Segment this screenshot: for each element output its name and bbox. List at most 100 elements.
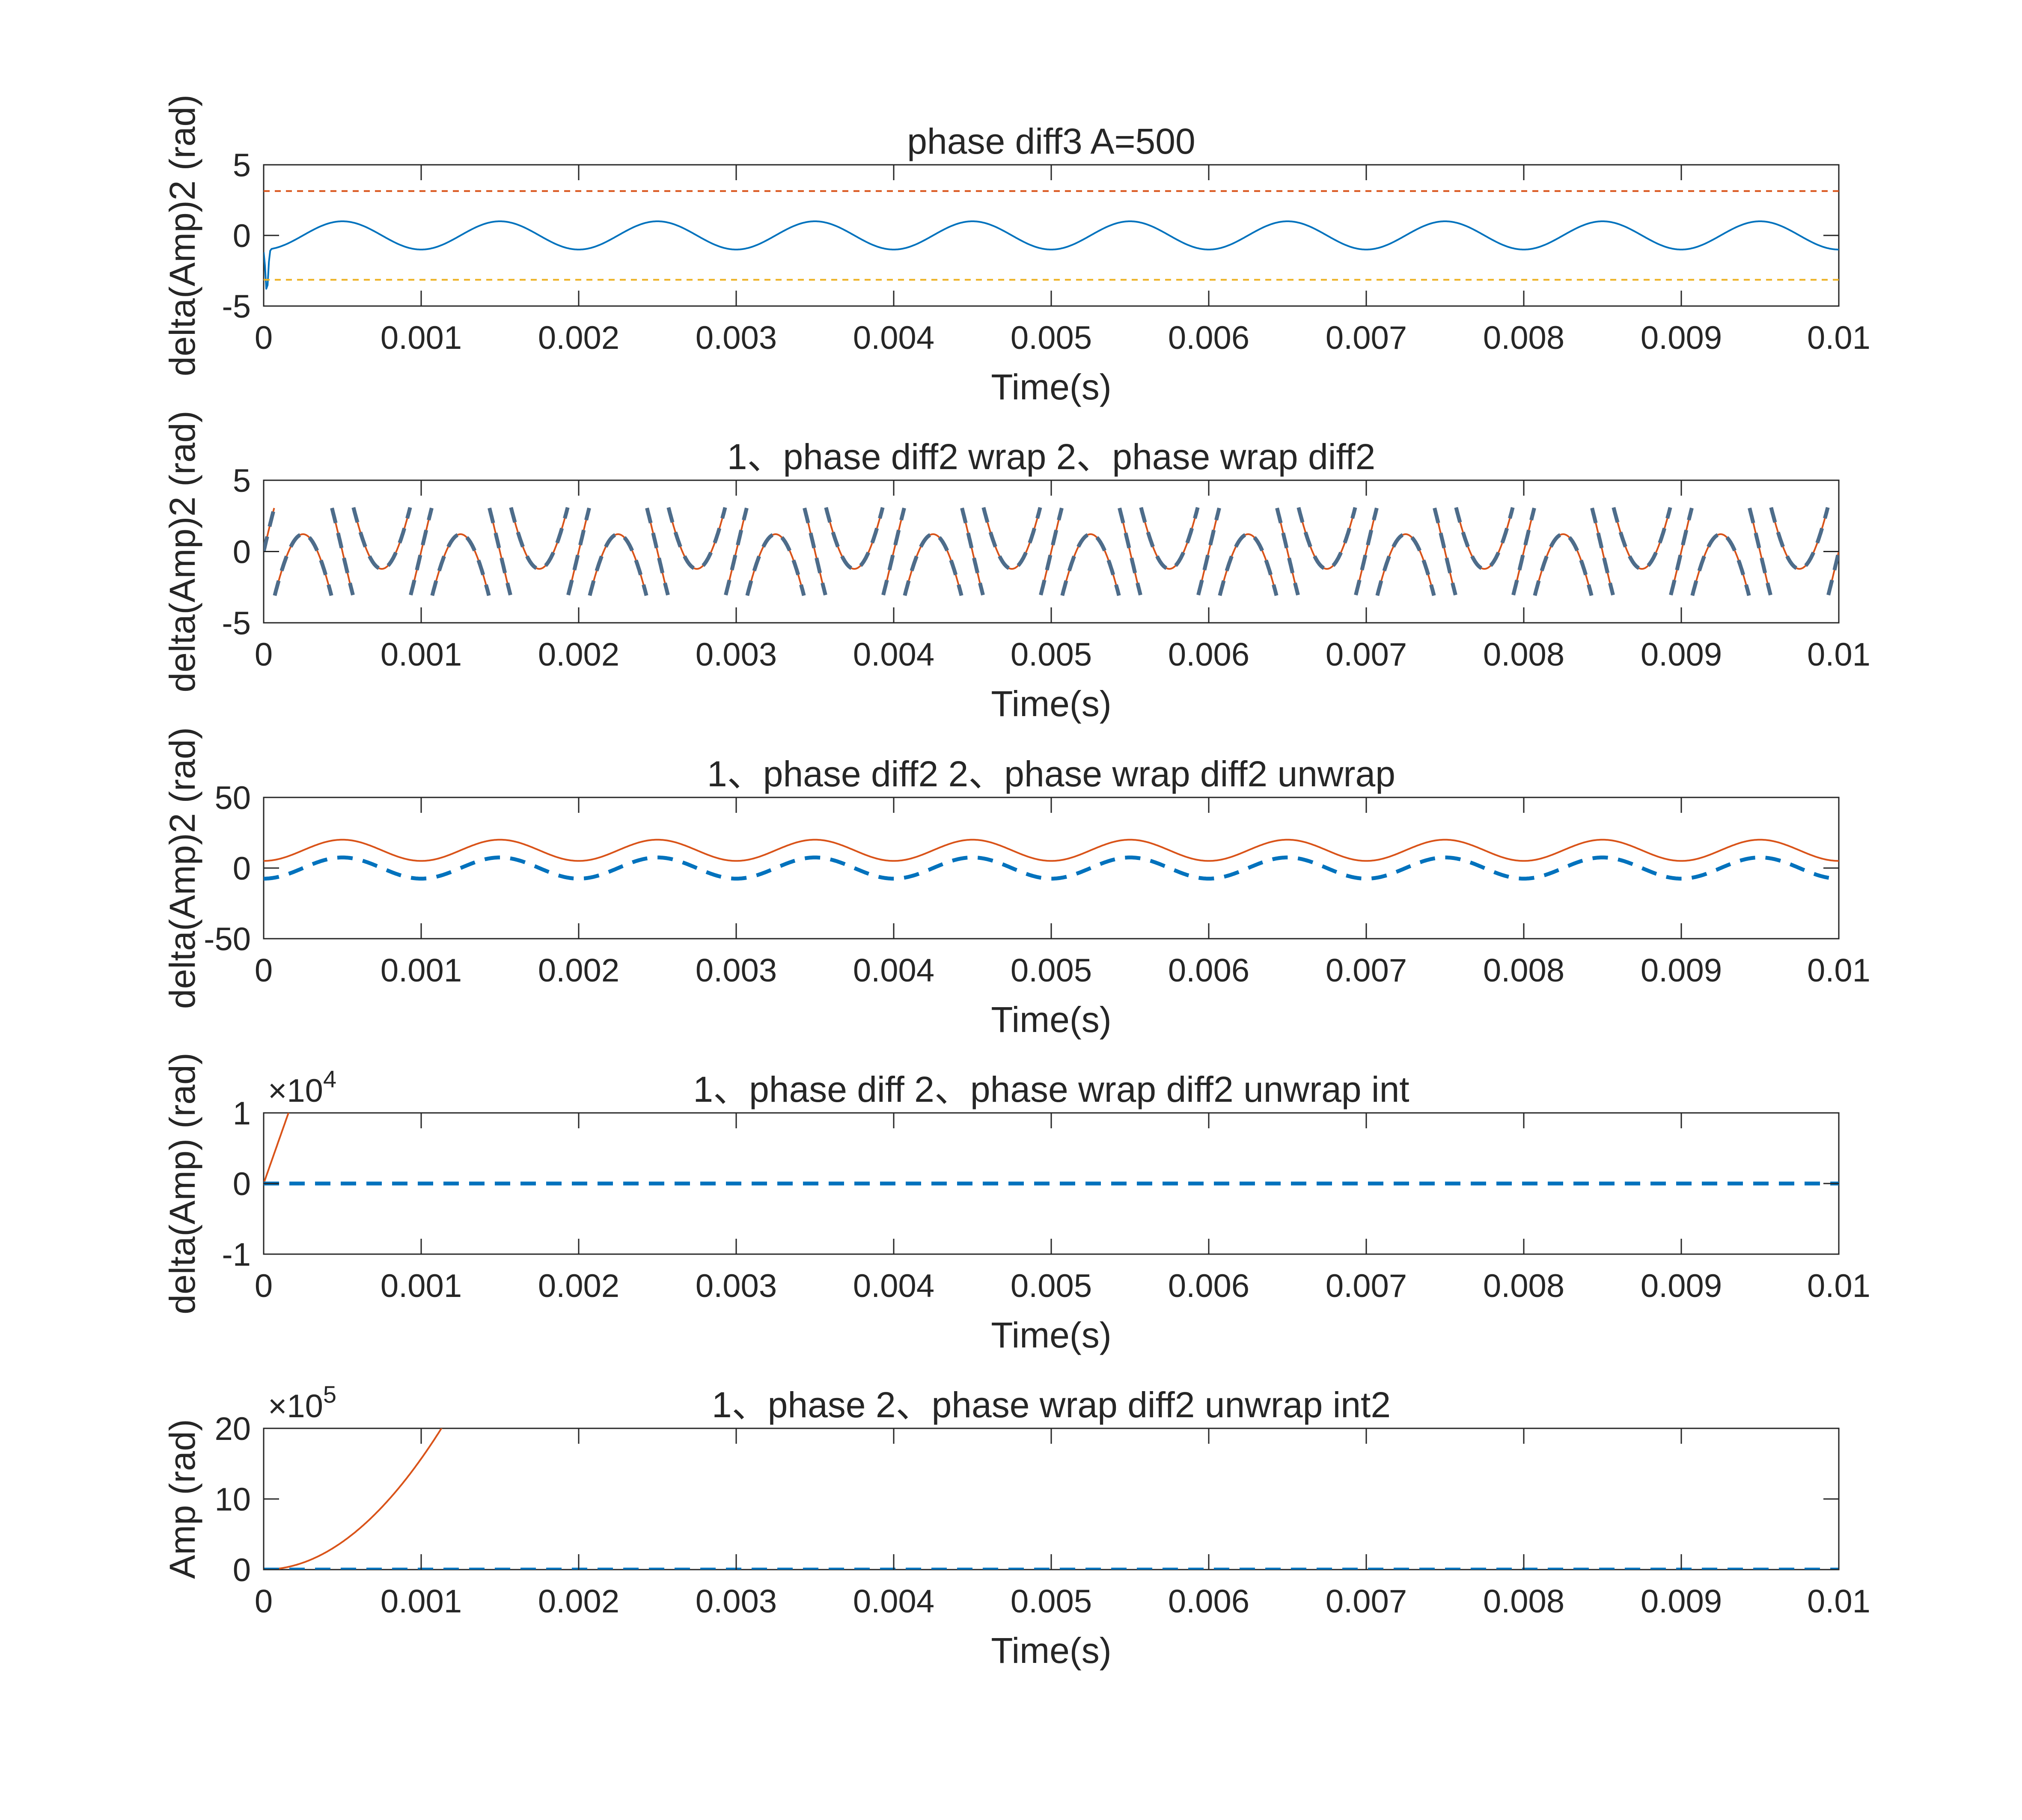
axis-exponent: ×104 xyxy=(268,1065,336,1109)
x-tick-label: 0.001 xyxy=(381,1583,462,1620)
x-tick-label: 0 xyxy=(255,1268,273,1304)
x-tick-label: 0 xyxy=(255,952,273,989)
x-tick-label: 0.009 xyxy=(1641,1583,1722,1620)
y-tick-label: 5 xyxy=(233,147,251,184)
x-tick-label: 0.006 xyxy=(1168,320,1249,356)
subplot-2: 0 0.001 0.002 0.003 0.004 0.005 0.006 0.007 0.00… xyxy=(162,410,1870,724)
x-tick-label: 0.008 xyxy=(1483,1268,1564,1304)
x-tick-label: 0.001 xyxy=(381,320,462,356)
y-tick-label: 0 xyxy=(233,534,251,571)
x-tick-label: 0.007 xyxy=(1326,952,1407,989)
x-tick-label: 0.01 xyxy=(1807,1583,1870,1620)
x-tick-label: 0.004 xyxy=(853,952,934,989)
y-tick-label: -1 xyxy=(222,1237,251,1273)
x-tick-label: 0.005 xyxy=(1011,952,1092,989)
y-axis-label: delta(Amp)2 (rad) xyxy=(162,727,202,1009)
y-axis-label: delta(Amp)2 (rad) xyxy=(162,95,202,376)
subplot-title: 1、phase diff2 2、phase wrap diff2 unwrap xyxy=(707,754,1395,794)
x-tick-label: 0.008 xyxy=(1483,636,1564,673)
x-tick-label: 0.006 xyxy=(1168,636,1249,673)
x-tick-label: 0.009 xyxy=(1641,1268,1722,1304)
axes-box xyxy=(263,797,1840,940)
x-tick-label: 0.003 xyxy=(696,320,777,356)
subplot-title: phase diff3 A=500 xyxy=(907,121,1195,161)
series-group xyxy=(264,1113,1839,1186)
y-tick-label: 20 xyxy=(214,1411,251,1447)
x-axis-label: Time(s) xyxy=(991,367,1112,407)
y-tick-label: 5 xyxy=(233,463,251,499)
series-line-1 xyxy=(264,839,1839,862)
y-tick-label: 0 xyxy=(233,1166,251,1202)
x-tick-label: 0.005 xyxy=(1011,1583,1092,1620)
axes-box xyxy=(263,164,1840,307)
subplot-3: 0 0.001 0.002 0.003 0.004 0.005 0.006 0.007 0.00… xyxy=(162,727,1870,1040)
x-axis-label: Time(s) xyxy=(991,1315,1112,1355)
x-tick-label: 0.007 xyxy=(1326,320,1407,356)
x-tick-label: 0.007 xyxy=(1326,636,1407,673)
x-tick-label: 0 xyxy=(255,320,273,356)
x-axis-label: Time(s) xyxy=(991,999,1112,1040)
x-axis-label: Time(s) xyxy=(991,684,1112,724)
x-tick-label: 0.001 xyxy=(381,952,462,989)
x-tick-label: 0.009 xyxy=(1641,636,1722,673)
series-line-2 xyxy=(264,855,1839,881)
y-tick-label: 0 xyxy=(233,851,251,887)
y-axis-label: delta(Amp)2 (rad) xyxy=(162,410,202,692)
x-tick-label: 0.004 xyxy=(853,1268,934,1304)
x-tick-label: 0.002 xyxy=(538,1583,619,1620)
x-tick-label: 0.002 xyxy=(538,952,619,989)
x-tick-label: 0.01 xyxy=(1807,1268,1870,1304)
x-tick-label: 0.009 xyxy=(1641,952,1722,989)
x-tick-label: 0.01 xyxy=(1807,636,1870,673)
x-tick-label: 0.01 xyxy=(1807,952,1870,989)
axes-box xyxy=(263,1427,1840,1570)
x-tick-label: 0.004 xyxy=(853,1583,934,1620)
x-tick-label: 0.005 xyxy=(1011,320,1092,356)
x-tick-label: 0.008 xyxy=(1483,320,1564,356)
series-group xyxy=(264,507,1839,596)
x-tick-label: 0.005 xyxy=(1011,636,1092,673)
x-tick-label: 0.002 xyxy=(538,1268,619,1304)
y-tick-label: -5 xyxy=(222,288,251,325)
x-tick-label: 0.007 xyxy=(1326,1583,1407,1620)
subplot-title: 1、phase diff2 wrap 2、phase wrap diff2 xyxy=(727,437,1376,477)
x-axis-label: Time(s) xyxy=(991,1630,1112,1671)
x-tick-label: 0.002 xyxy=(538,636,619,673)
y-tick-label: -50 xyxy=(204,921,251,958)
y-tick-label: 0 xyxy=(233,1552,251,1588)
series-group xyxy=(264,839,1839,881)
x-tick-label: 0.007 xyxy=(1326,1268,1407,1304)
x-tick-label: 0.009 xyxy=(1641,320,1722,356)
x-tick-label: 0.003 xyxy=(696,1268,777,1304)
x-tick-label: 0 xyxy=(255,636,273,673)
x-tick-label: 0.001 xyxy=(381,1268,462,1304)
series-line-1 xyxy=(264,507,1839,596)
series-line-1 xyxy=(264,220,1839,290)
y-tick-label: 0 xyxy=(233,218,251,254)
x-tick-label: 0.003 xyxy=(696,1583,777,1620)
y-tick-label: -5 xyxy=(222,605,251,642)
x-tick-label: 0.003 xyxy=(696,636,777,673)
x-tick-label: 0 xyxy=(255,1583,273,1620)
x-tick-label: 0.008 xyxy=(1483,1583,1564,1620)
subplot-1: 0 0.001 0.002 0.003 0.004 0.005 0.006 0.007 0.00… xyxy=(162,95,1870,407)
y-axis-label: Amp (rad) xyxy=(162,1419,202,1579)
y-tick-label: 10 xyxy=(214,1481,251,1518)
x-tick-label: 0.004 xyxy=(853,636,934,673)
x-tick-label: 0.004 xyxy=(853,320,934,356)
subplot-title: 1、phase diff 2、phase wrap diff2 unwrap i… xyxy=(693,1069,1409,1109)
x-tick-label: 0.008 xyxy=(1483,952,1564,989)
subplot-title: 1、phase 2、phase wrap diff2 unwrap int2 xyxy=(712,1385,1391,1425)
y-tick-label: 50 xyxy=(214,780,251,816)
x-tick-label: 0.006 xyxy=(1168,1268,1249,1304)
series-group xyxy=(264,190,1839,290)
y-tick-label: 1 xyxy=(233,1095,251,1132)
subplot-4: 0 0.001 0.002 0.003 0.004 0.005 0.006 0.007 0.00… xyxy=(162,1053,1870,1355)
x-tick-label: 0.006 xyxy=(1168,952,1249,989)
x-tick-label: 0.002 xyxy=(538,320,619,356)
subplot-5: 0 0.001 0.002 0.003 0.004 0.005 0.006 0.007 0.00… xyxy=(162,1381,1870,1671)
x-tick-label: 0.005 xyxy=(1011,1268,1092,1304)
x-tick-label: 0.001 xyxy=(381,636,462,673)
x-tick-label: 0.01 xyxy=(1807,320,1870,356)
